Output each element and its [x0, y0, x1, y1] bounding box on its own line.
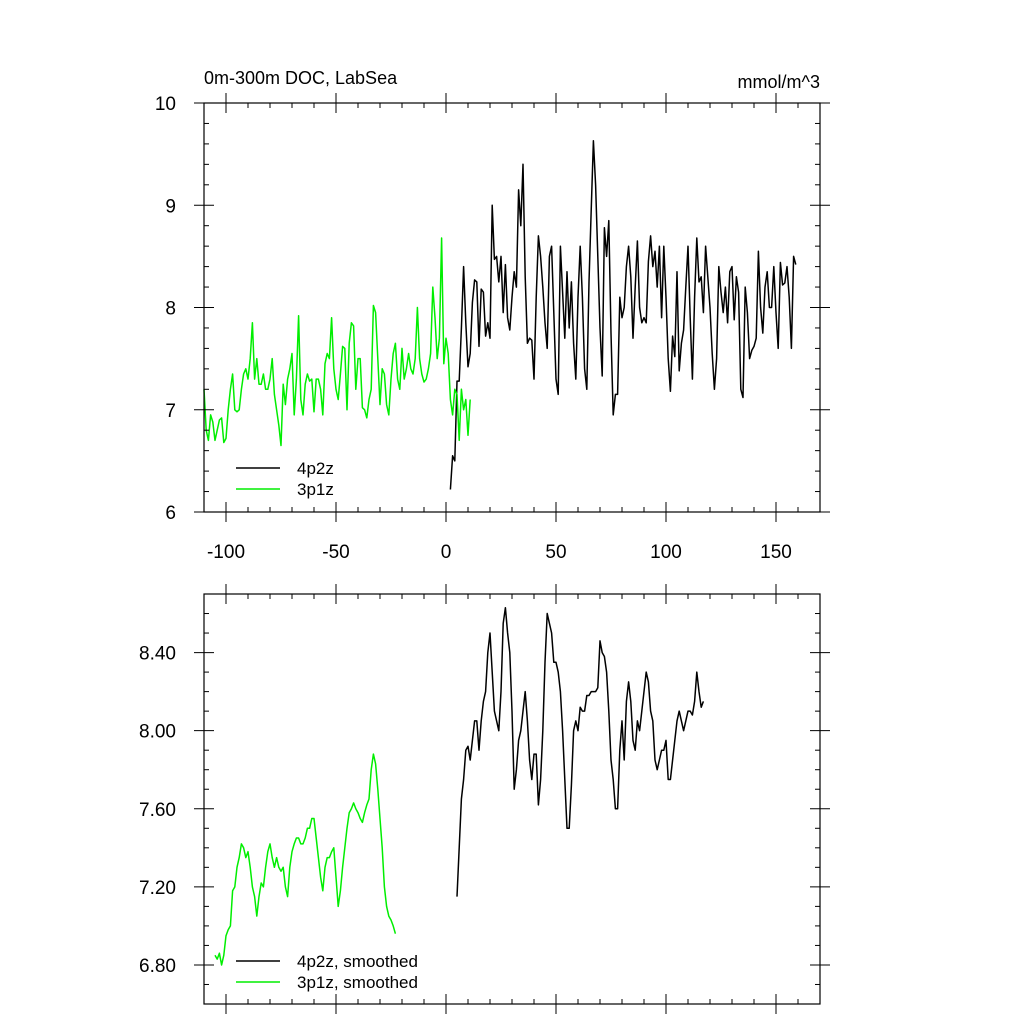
bottom-legend: 4p2z, smoothed 3p1z, smoothed: [236, 952, 418, 992]
y-tick-label: 8.00: [139, 722, 176, 743]
y-tick-label: 7: [165, 401, 176, 422]
series-line-3p1z-smoothed: [214, 753, 397, 966]
legend-label-4p2z-smoothed: 4p2z, smoothed: [297, 952, 418, 971]
y-tick-label: 9: [165, 196, 176, 217]
top-plot-frame: [203, 102, 821, 513]
y-tick-label: 8.40: [139, 644, 176, 665]
y-tick-label: 7.20: [139, 878, 176, 899]
x-tick-label: 50: [545, 542, 566, 563]
y-tick-label: 8: [165, 299, 176, 320]
bottom-series-group: [214, 606, 705, 966]
x-tick-label: 150: [760, 542, 792, 563]
chart-units: mmol/m^3: [738, 72, 820, 92]
x-tick-label: -100: [207, 542, 245, 563]
x-tick-label: -50: [322, 542, 349, 563]
y-tick-label: 7.60: [139, 800, 176, 821]
chart-title: 0m-300m DOC, LabSea: [204, 68, 398, 88]
legend-label-4p2z: 4p2z: [297, 459, 334, 478]
top-axes: -100 -50 0 50 100 150 6 7 8 9 10: [155, 93, 830, 563]
series-line-3p1z: [203, 237, 471, 447]
legend-label-3p1z-smoothed: 3p1z, smoothed: [297, 973, 418, 992]
legend-label-3p1z: 3p1z: [297, 480, 334, 499]
series-line-4p2z: [449, 140, 797, 490]
top-legend: 4p2z 3p1z: [236, 459, 334, 499]
series-line-4p2z-smoothed: [456, 606, 705, 897]
y-tick-label: 10: [155, 94, 176, 115]
bottom-panel: 6.80 7.20 7.60 8.00 8.40 4p2z, smoothed 3p1z…: [139, 584, 830, 1014]
x-tick-label: 0: [441, 542, 452, 563]
top-panel: 0m-300m DOC, LabSea mmol/m^3 -100 -50 0 50 1…: [155, 68, 830, 563]
y-tick-label: 6: [165, 503, 176, 524]
bottom-plot-frame: [203, 593, 821, 1005]
y-tick-label: 6.80: [139, 956, 176, 977]
x-tick-label: 100: [650, 542, 682, 563]
top-series-group: [203, 140, 797, 490]
bottom-axes: 6.80 7.20 7.60 8.00 8.40: [139, 584, 830, 1014]
